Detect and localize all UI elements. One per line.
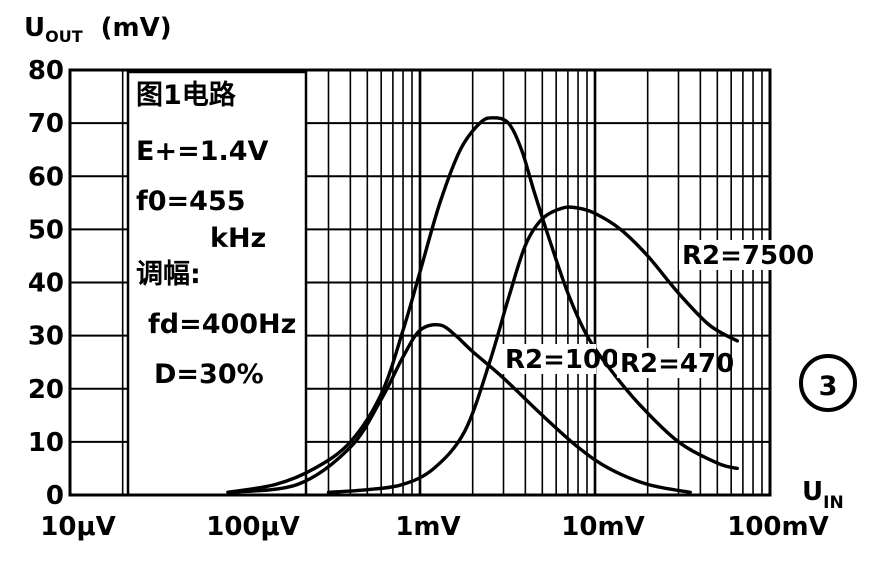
y-axis-unit: (mV) — [101, 13, 172, 43]
figure-number: 3 — [819, 371, 838, 402]
y-tick-label: 20 — [28, 375, 64, 405]
curve-label-bg — [502, 344, 596, 374]
x-axis-label: UIN — [802, 477, 844, 513]
curve-label: R2=470 — [620, 349, 734, 379]
y-axis-label: UOUT (mV) — [24, 13, 172, 46]
x-tick-label: 10mV — [561, 512, 644, 542]
curve-label: R2=100 — [505, 345, 619, 375]
grid — [68, 69, 772, 497]
note-line: 调幅: — [136, 259, 201, 290]
y-tick-label: 10 — [28, 428, 64, 458]
note-line: kHz — [210, 223, 266, 254]
series — [226, 116, 739, 494]
y-axis-label-sub: OUT — [45, 27, 83, 46]
curve-label-bg — [679, 240, 788, 270]
note-line: D=30% — [154, 359, 264, 390]
note-box — [126, 70, 308, 497]
note-line: f0=455 — [136, 186, 246, 217]
y-tick-label: 80 — [28, 56, 64, 86]
note-line: 图1电路 — [136, 79, 237, 111]
series-line-2 — [326, 205, 739, 494]
x-axis-label-sub: IN — [823, 493, 844, 513]
y-tick-label: 50 — [28, 215, 64, 245]
labels: R2=100 R2=470 R2=7500 图1电路 E+=1.4V f0=455 kHz 调… — [136, 79, 857, 412]
y-tick-label: 70 — [28, 109, 64, 139]
note-line: E+=1.4V — [136, 136, 269, 167]
plot-frame — [68, 68, 772, 497]
x-tick-label: 1mV — [395, 512, 460, 542]
curve-label: R2=7500 — [682, 241, 814, 271]
y-tick-label: 0 — [46, 481, 64, 511]
figure-number-circle — [799, 354, 857, 412]
y-tick-label: 60 — [28, 162, 64, 192]
curve-label-bg — [617, 348, 711, 378]
x-tick-label: 10μV — [40, 512, 115, 542]
y-tick-label: 30 — [28, 322, 64, 352]
x-tick-label: 100mV — [727, 512, 829, 542]
series-line-0 — [226, 323, 692, 494]
series-line-1 — [226, 116, 739, 494]
y-tick-label: 40 — [28, 269, 64, 299]
note-line: fd=400Hz — [148, 309, 296, 340]
x-tick-label: 100μV — [206, 512, 300, 542]
